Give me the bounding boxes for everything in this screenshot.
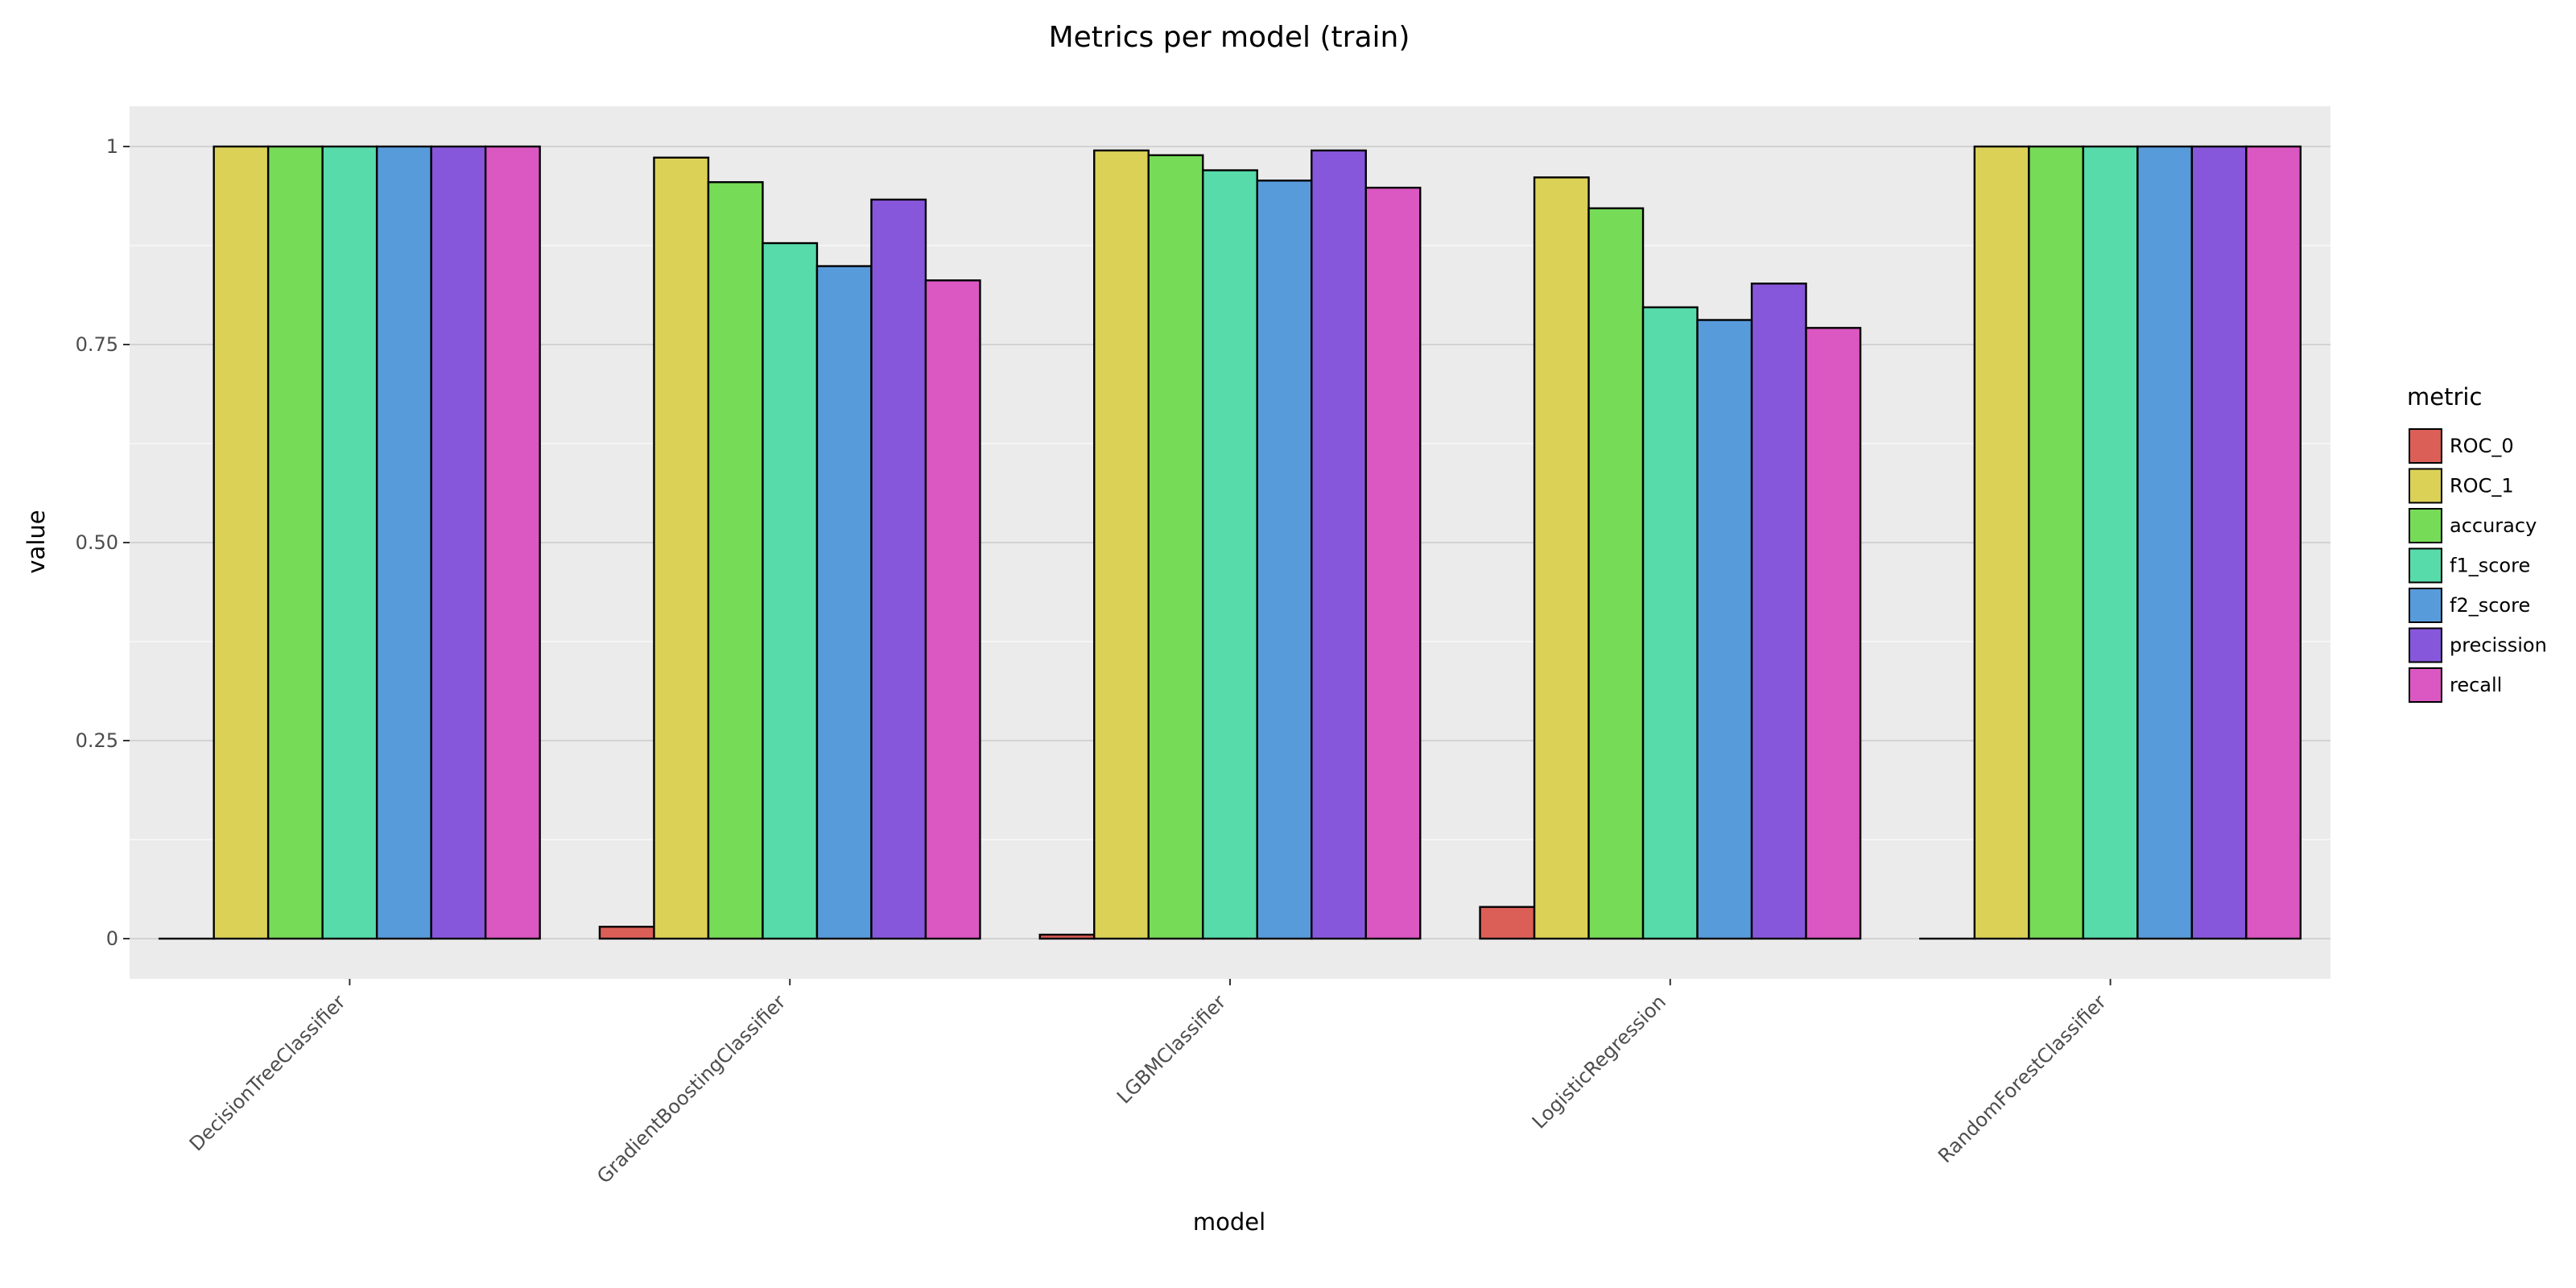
bar-recall — [484, 145, 541, 940]
x-axis-label: model — [1193, 1208, 1265, 1236]
x-tick-label: DecisionTreeClassifier — [185, 990, 350, 1155]
legend: metric ROC_0 ROC_1 accuracy f1_score f2_scor… — [2407, 383, 2547, 703]
y-tick-label: 0.25 — [76, 729, 118, 752]
x-tick-label: RandomForestClassifier — [1934, 990, 2111, 1167]
bar-f1_score — [2082, 145, 2139, 940]
bar-f2_score — [1696, 319, 1753, 940]
x-tick-label: GradientBoostingClassifier — [592, 990, 790, 1187]
y-tick-label: 0 — [106, 927, 118, 950]
bar-precission — [2190, 145, 2248, 940]
legend-label: ROC_0 — [2450, 435, 2514, 457]
x-tick-label: LogisticRegression — [1528, 990, 1670, 1133]
bar-ROC_1 — [1533, 176, 1590, 940]
bar-f2_score — [2136, 145, 2194, 940]
bar-f1_score — [1202, 169, 1258, 940]
bars-layer — [158, 145, 2302, 940]
legend-key-ROC_0 — [2409, 428, 2442, 464]
legend-label: accuracy — [2450, 514, 2537, 537]
bar-precission — [430, 145, 487, 940]
y-tick-label: 0.50 — [76, 531, 118, 554]
bar-accuracy — [2028, 145, 2085, 940]
bar-accuracy — [1147, 154, 1204, 940]
bar-accuracy — [266, 145, 324, 940]
legend-label: precission — [2450, 634, 2547, 657]
y-axis-label: value — [23, 510, 50, 573]
bar-recall — [1805, 327, 1862, 940]
bar-ROC_1 — [1973, 145, 2030, 940]
legend-key-f2_score — [2409, 588, 2442, 623]
bar-f1_score — [321, 145, 378, 940]
legend-label: f1_score — [2450, 555, 2530, 577]
legend-label: f2_score — [2450, 594, 2530, 617]
bar-ROC_1 — [213, 145, 270, 940]
x-axis: DecisionTreeClassifier GradientBoostingCl… — [185, 979, 2112, 1188]
bar-f1_score — [1641, 306, 1699, 940]
y-tick-label: 1 — [106, 135, 118, 158]
bar-recall — [924, 279, 981, 940]
bar-precission — [1750, 283, 1807, 940]
legend-key-f1_score — [2409, 547, 2442, 584]
bar-recall — [2245, 145, 2302, 940]
y-tick-label: 0.75 — [76, 333, 118, 356]
bar-accuracy — [707, 181, 764, 940]
y-axis: 0 0.25 0.50 0.75 1 — [76, 135, 130, 950]
bar-ROC_1 — [1093, 149, 1150, 940]
legend-key-ROC_1 — [2409, 468, 2442, 504]
legend-key-precission — [2409, 627, 2442, 663]
bar-precission — [1311, 149, 1367, 940]
bar-ROC_0 — [598, 926, 655, 940]
bar-accuracy — [1587, 207, 1645, 940]
legend-key-accuracy — [2409, 508, 2442, 543]
x-tick-label: LGBMClassifier — [1113, 990, 1230, 1108]
bar-ROC_0 — [1479, 906, 1536, 940]
bar-recall — [1364, 186, 1422, 940]
bar-f2_score — [1256, 180, 1313, 940]
bar-f2_score — [375, 145, 432, 940]
legend-label: recall — [2450, 674, 2502, 696]
legend-label: ROC_1 — [2450, 475, 2514, 497]
bar-precission — [870, 198, 927, 940]
legend-key-recall — [2409, 667, 2442, 703]
bar-f1_score — [762, 242, 819, 940]
chart-title: Metrics per model (train) — [1049, 21, 1410, 54]
bar-ROC_0 — [1038, 933, 1096, 940]
bar-f2_score — [815, 265, 873, 940]
bar-ROC_1 — [653, 156, 710, 940]
legend-title: metric — [2407, 383, 2482, 411]
